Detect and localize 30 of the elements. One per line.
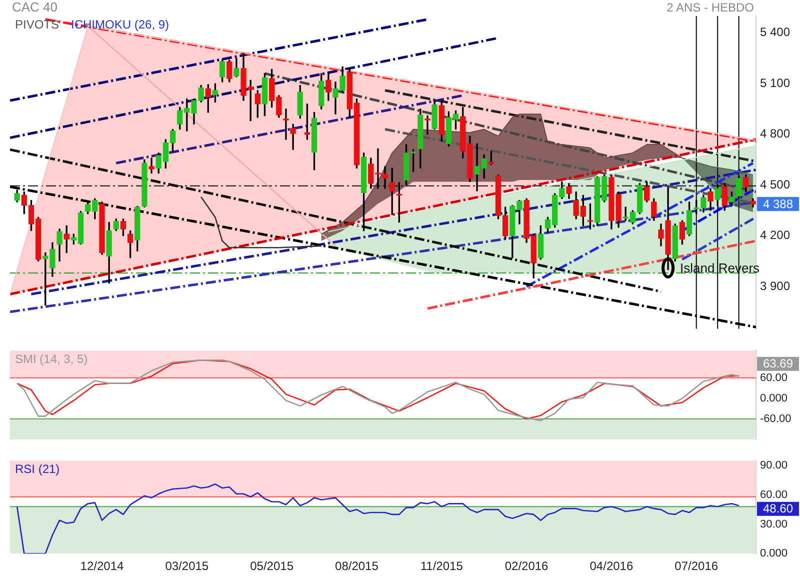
y-tick-label: 0.000 xyxy=(760,548,788,560)
y-tick-label: 0.000 xyxy=(760,392,788,404)
text: 4 388 xyxy=(762,196,794,211)
y-tick-label: 5 100 xyxy=(760,76,790,90)
annotation: ICHIMOKU (26, 9) xyxy=(71,17,170,32)
y-tick-label: 5 400 xyxy=(760,25,790,40)
x-tick-label: 07/2016 xyxy=(674,559,718,574)
text: 63.69 xyxy=(762,356,794,371)
chart-title: CAC 40 xyxy=(12,0,58,15)
x-tick-label: 03/2015 xyxy=(165,559,209,574)
x-tick-label: 11/2015 xyxy=(420,559,464,574)
y-tick-label: 3 900 xyxy=(760,278,790,293)
x-tick-label: 08/2015 xyxy=(335,559,379,574)
y-tick-label: 60.00 xyxy=(760,372,788,384)
x-tick-label: 12/2014 xyxy=(80,559,124,574)
annotation: PIVOTS xyxy=(15,17,60,32)
y-tick-label: 4 800 xyxy=(760,126,790,141)
annotation: SMI (14, 3, 5) xyxy=(15,352,88,366)
x-tick-label: 04/2016 xyxy=(590,559,634,574)
y-tick-label: 60.00 xyxy=(760,488,788,501)
y-tick-label: -60.00 xyxy=(760,412,792,425)
text: 48.60 xyxy=(762,502,794,516)
y-tick-label: 4 200 xyxy=(760,228,790,242)
x-tick-label: 02/2016 xyxy=(504,559,549,574)
annotation: RSI (21) xyxy=(15,462,60,476)
y-tick-label: 90.00 xyxy=(760,460,788,472)
x-tick-label: 05/2015 xyxy=(250,559,294,574)
chart-subtitle: 2 ANS - HEBDO xyxy=(666,0,754,14)
y-tick-label: 30.00 xyxy=(760,518,788,530)
y-tick-label: 4 500 xyxy=(760,177,790,192)
